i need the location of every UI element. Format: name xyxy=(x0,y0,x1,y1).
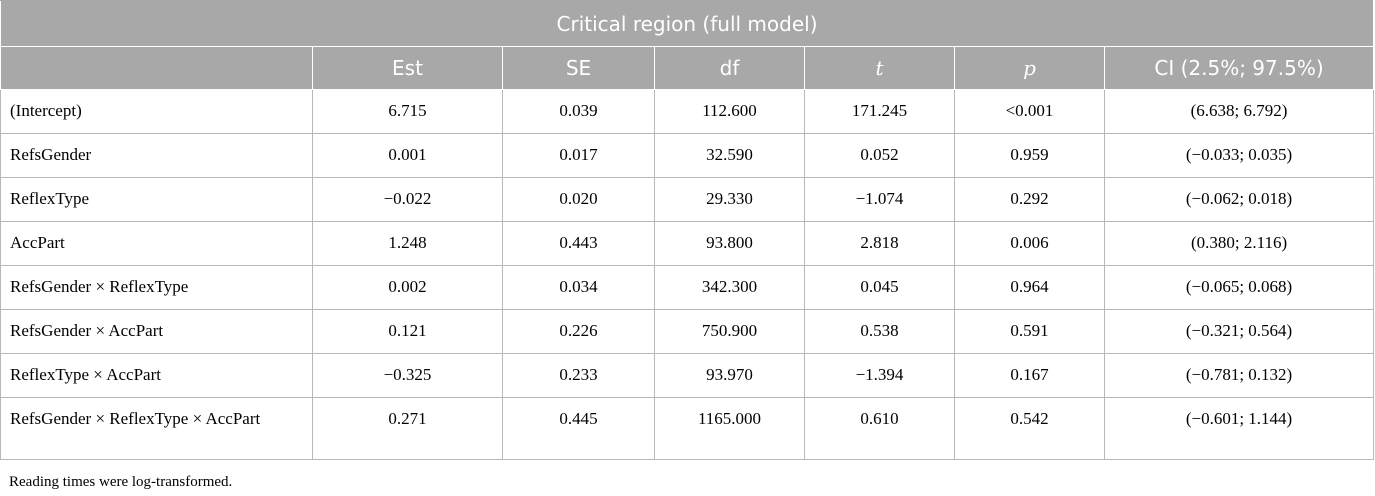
t-cell: 0.538 xyxy=(804,309,955,354)
df-cell: 29.330 xyxy=(654,177,805,222)
se-cell: 0.233 xyxy=(502,353,655,398)
se-cell: 0.445 xyxy=(502,397,655,460)
term-cell: RefsGender × AccPart xyxy=(0,309,313,354)
t-cell: 0.045 xyxy=(804,265,955,310)
column-header-se: SE xyxy=(502,46,655,90)
ci-cell: (−0.601; 1.144) xyxy=(1103,397,1375,460)
term-cell: RefsGender xyxy=(0,133,313,178)
table-row: ReflexType × AccPart −0.325 0.233 93.970… xyxy=(0,353,1375,398)
table-row: RefsGender × ReflexType 0.002 0.034 342.… xyxy=(0,265,1375,310)
table-row: RefsGender × ReflexType × AccPart 0.271 … xyxy=(0,397,1375,460)
term-cell: ReflexType × AccPart xyxy=(0,353,313,398)
results-table: Critical region (full model) Est SE df t… xyxy=(0,0,1375,460)
column-header-term xyxy=(0,46,313,90)
t-cell: −1.394 xyxy=(804,353,955,398)
ci-cell: (−0.065; 0.068) xyxy=(1103,265,1375,310)
column-header-p: p xyxy=(954,46,1105,90)
t-cell: 2.818 xyxy=(804,221,955,266)
p-cell: 0.591 xyxy=(954,309,1105,354)
ci-cell: (0.380; 2.116) xyxy=(1103,221,1375,266)
p-cell: 0.292 xyxy=(954,177,1105,222)
est-cell: 0.271 xyxy=(312,397,503,460)
df-cell: 1165.000 xyxy=(654,397,805,460)
column-header-df: df xyxy=(654,46,805,90)
ci-cell: (−0.781; 0.132) xyxy=(1103,353,1375,398)
df-cell: 93.970 xyxy=(654,353,805,398)
df-cell: 32.590 xyxy=(654,133,805,178)
term-cell: ReflexType xyxy=(0,177,313,222)
est-cell: 0.001 xyxy=(312,133,503,178)
se-cell: 0.443 xyxy=(502,221,655,266)
ci-cell: (−0.321; 0.564) xyxy=(1103,309,1375,354)
table-title-row: Critical region (full model) xyxy=(0,0,1375,47)
df-cell: 342.300 xyxy=(654,265,805,310)
df-cell: 112.600 xyxy=(654,89,805,134)
ci-cell: (−0.062; 0.018) xyxy=(1103,177,1375,222)
ci-cell: (−0.033; 0.035) xyxy=(1103,133,1375,178)
est-cell: −0.325 xyxy=(312,353,503,398)
term-cell: AccPart xyxy=(0,221,313,266)
results-table-container: Critical region (full model) Est SE df t… xyxy=(0,0,1375,460)
df-cell: 93.800 xyxy=(654,221,805,266)
p-cell: <0.001 xyxy=(954,89,1105,134)
p-cell: 0.964 xyxy=(954,265,1105,310)
table-row: AccPart 1.248 0.443 93.800 2.818 0.006 (… xyxy=(0,221,1375,266)
se-cell: 0.226 xyxy=(502,309,655,354)
term-cell: RefsGender × ReflexType × AccPart xyxy=(0,397,313,460)
t-cell: 0.610 xyxy=(804,397,955,460)
p-cell: 0.167 xyxy=(954,353,1105,398)
est-cell: −0.022 xyxy=(312,177,503,222)
table-row: RefsGender × AccPart 0.121 0.226 750.900… xyxy=(0,309,1375,354)
t-cell: 171.245 xyxy=(804,89,955,134)
column-header-est: Est xyxy=(312,46,503,90)
t-cell: 0.052 xyxy=(804,133,955,178)
table-row: ReflexType −0.022 0.020 29.330 −1.074 0.… xyxy=(0,177,1375,222)
est-cell: 0.002 xyxy=(312,265,503,310)
term-cell: RefsGender × ReflexType xyxy=(0,265,313,310)
p-cell: 0.959 xyxy=(954,133,1105,178)
column-header-ci: CI (2.5%; 97.5%) xyxy=(1103,46,1375,90)
table-footnote: Reading times were log-transformed. xyxy=(9,474,233,490)
se-cell: 0.039 xyxy=(502,89,655,134)
p-cell: 0.542 xyxy=(954,397,1105,460)
table-row: RefsGender 0.001 0.017 32.590 0.052 0.95… xyxy=(0,133,1375,178)
column-header-t: t xyxy=(804,46,955,90)
se-cell: 0.034 xyxy=(502,265,655,310)
se-cell: 0.017 xyxy=(502,133,655,178)
est-cell: 6.715 xyxy=(312,89,503,134)
term-cell: (Intercept) xyxy=(0,89,313,134)
t-cell: −1.074 xyxy=(804,177,955,222)
table-title: Critical region (full model) xyxy=(0,0,1375,47)
p-cell: 0.006 xyxy=(954,221,1105,266)
table-row: (Intercept) 6.715 0.039 112.600 171.245 … xyxy=(0,89,1375,134)
se-cell: 0.020 xyxy=(502,177,655,222)
ci-cell: (6.638; 6.792) xyxy=(1103,89,1375,134)
df-cell: 750.900 xyxy=(654,309,805,354)
est-cell: 0.121 xyxy=(312,309,503,354)
column-header-row: Est SE df t p CI (2.5%; 97.5%) xyxy=(0,46,1375,90)
est-cell: 1.248 xyxy=(312,221,503,266)
